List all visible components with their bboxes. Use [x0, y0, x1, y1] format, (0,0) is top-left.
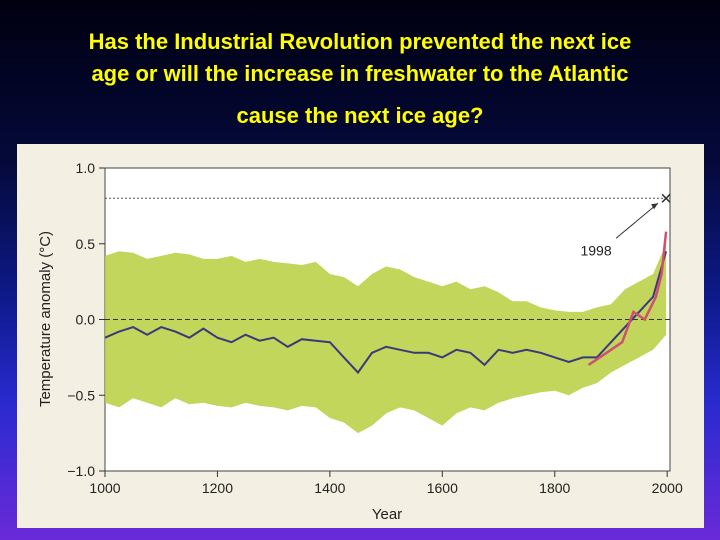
title-line-3: cause the next ice age? [236, 103, 484, 128]
x-tick-label: 1800 [539, 480, 570, 496]
x-tick-label: 1600 [427, 480, 458, 496]
y-tick-label: 0.5 [76, 236, 96, 252]
uncertainty-band [105, 243, 667, 434]
y-tick-label: −0.5 [67, 387, 95, 403]
title-line-2: age or will the increase in freshwater t… [91, 61, 629, 86]
annotation-arrow [615, 202, 659, 239]
instrumental-line [587, 231, 668, 366]
x-tick-label: 2000 [652, 480, 683, 496]
title-line-1: Has the Industrial Revolution prevented … [88, 29, 632, 54]
x-tick-label: 1200 [202, 480, 233, 496]
y-tick-label: −1.0 [67, 463, 95, 479]
y-tick-label: 0.0 [76, 312, 96, 328]
x-tick-label: 1000 [89, 480, 120, 496]
annotation-label: 1998 [580, 242, 611, 258]
y-axis-label: Temperature anomaly (°C) [37, 231, 54, 407]
reconstruction-line [104, 251, 668, 375]
x-tick-label: 1400 [314, 480, 345, 496]
x-axis-label: Year [372, 506, 402, 523]
peak-marker [661, 193, 671, 203]
chart-figure: 1998 1.0 0.5 0.0 −0.5 −1.0 1000 1200 1400 1600 18… [17, 144, 704, 528]
slide-title: Has the Industrial Revolution prevented … [0, 26, 720, 132]
arrow-head [651, 203, 659, 210]
y-tick-label: 1.0 [76, 160, 96, 176]
